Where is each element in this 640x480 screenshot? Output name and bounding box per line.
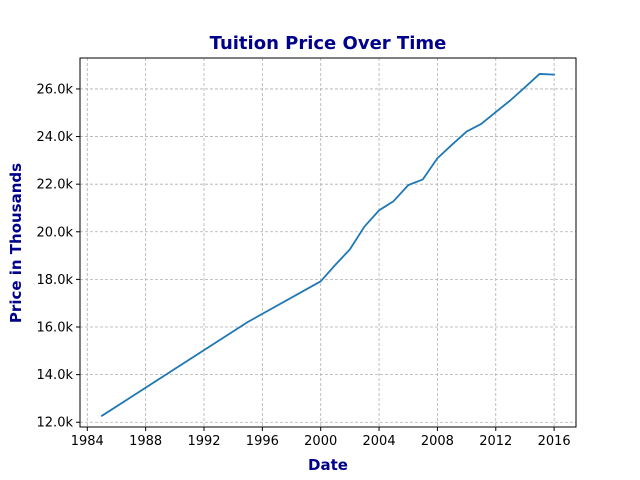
tuition-price-line bbox=[100, 73, 556, 417]
x-tick-label: 2012 bbox=[479, 434, 512, 449]
x-tick-label: 1988 bbox=[129, 434, 162, 449]
x-tick-label: 2016 bbox=[538, 434, 571, 449]
y-tick-label: 24.0k bbox=[37, 130, 74, 145]
y-tick-label: 22.0k bbox=[37, 178, 74, 193]
series-layer bbox=[100, 73, 556, 417]
grid-lines bbox=[80, 58, 576, 427]
y-axis-label: Price in Thousands bbox=[7, 163, 25, 323]
chart-title: Tuition Price Over Time bbox=[210, 33, 447, 54]
x-tick-label: 2008 bbox=[421, 434, 454, 449]
y-axis-ticks: 12.0k 14.0k 16.0k 18.0k 20.0k 22.0k 24.0k 26.0k bbox=[37, 82, 80, 431]
y-tick-label: 18.0k bbox=[37, 273, 74, 288]
y-tick-label: 14.0k bbox=[37, 368, 74, 383]
x-tick-label: 1992 bbox=[187, 434, 220, 449]
y-tick-label: 12.0k bbox=[37, 416, 74, 431]
x-tick-label: 1984 bbox=[71, 434, 104, 449]
x-axis-ticks: 1984 1988 1992 1996 2000 2004 2008 2012 2016 bbox=[71, 427, 571, 449]
y-tick-label: 16.0k bbox=[37, 321, 74, 336]
plot-frame bbox=[79, 57, 577, 428]
x-tick-label: 2004 bbox=[363, 434, 396, 449]
x-tick-label: 1996 bbox=[246, 434, 279, 449]
x-tick-label: 2000 bbox=[304, 434, 337, 449]
y-tick-label: 20.0k bbox=[37, 225, 74, 240]
y-tick-label: 26.0k bbox=[37, 82, 74, 97]
x-axis-label: Date bbox=[308, 456, 348, 474]
